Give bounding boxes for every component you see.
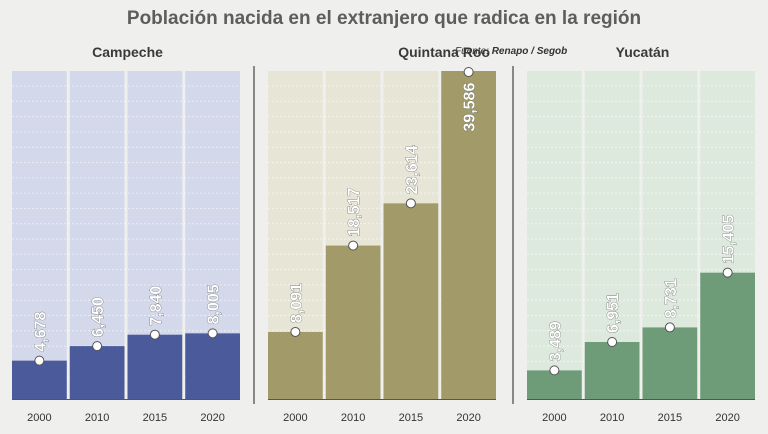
value-label-quintana-roo-2020: 39,586 [462, 83, 479, 132]
marker-yucatan-2020 [722, 267, 733, 278]
x-tick-label-campeche-2020: 2020 [200, 412, 224, 424]
panel-title-yucatan: Yucatán [615, 44, 670, 60]
source-value: Renapo / Segob [491, 46, 568, 57]
column-bg-campeche [12, 71, 67, 399]
x-tick-label-quintana-roo-2010: 2010 [341, 412, 365, 424]
bar-campeche-2020 [185, 333, 240, 399]
value-label-campeche-2015: 7,840 [148, 286, 165, 326]
x-tick-label-quintana-roo-2015: 2015 [399, 412, 423, 424]
marker-yucatan-2015 [664, 322, 675, 333]
x-tick-label-campeche-2010: 2010 [85, 412, 109, 424]
value-label-campeche-2010: 6,450 [90, 297, 107, 337]
marker-yucatan-2000 [549, 365, 560, 376]
bar-campeche-2015 [127, 334, 183, 399]
value-label-campeche-2000: 4,678 [32, 311, 49, 351]
marker-quintana-roo-2000 [290, 326, 301, 337]
bar-yucatan-2010 [584, 342, 640, 399]
x-tick-label-quintana-roo-2000: 2000 [283, 412, 307, 424]
source-note: Fuente: Renapo / Segob [455, 46, 567, 57]
marker-quintana-roo-2020 [463, 67, 474, 77]
marker-quintana-roo-2010 [348, 240, 359, 251]
value-label-yucatan-2020: 15,405 [721, 215, 738, 264]
marker-campeche-2020 [207, 328, 218, 339]
value-label-quintana-roo-2000: 8,091 [288, 283, 305, 323]
x-tick-label-yucatan-2015: 2015 [658, 412, 682, 424]
bar-quintana-roo-2000 [268, 331, 323, 399]
column-bg-yucatan [527, 71, 582, 399]
panel-title-campeche: Campeche [92, 44, 163, 60]
bar-quintana-roo-2020 [441, 71, 496, 399]
x-tick-label-yucatan-2010: 2010 [600, 412, 624, 424]
marker-quintana-roo-2015 [405, 198, 416, 209]
value-label-yucatan-2010: 6,951 [605, 293, 622, 333]
marker-yucatan-2010 [607, 337, 618, 348]
bar-quintana-roo-2010 [325, 245, 381, 399]
marker-campeche-2015 [149, 329, 160, 340]
source-label: Fuente: [455, 46, 489, 57]
x-tick-label-quintana-roo-2020: 2020 [456, 412, 480, 424]
bar-campeche-2000 [12, 360, 67, 399]
x-tick-label-yucatan-2020: 2020 [715, 412, 739, 424]
page-title: Población nacida en el extranjero que ra… [126, 8, 642, 29]
value-label-yucatan-2015: 8,731 [663, 278, 680, 318]
bar-yucatan-2020 [700, 272, 755, 399]
x-tick-label-campeche-2015: 2015 [143, 412, 167, 424]
bar-yucatan-2015 [642, 327, 698, 399]
marker-campeche-2000 [34, 355, 45, 366]
marker-campeche-2010 [92, 341, 103, 352]
value-label-yucatan-2000: 3,489 [547, 321, 564, 361]
value-label-quintana-roo-2010: 18,517 [346, 188, 363, 237]
bar-quintana-roo-2015 [383, 203, 439, 399]
x-tick-label-campeche-2000: 2000 [27, 412, 51, 424]
value-label-campeche-2020: 8,005 [206, 284, 223, 324]
value-label-quintana-roo-2015: 23,614 [404, 145, 421, 194]
panel-title-quintana-roo: Quintana Roo [398, 44, 490, 60]
x-tick-label-yucatan-2000: 2000 [542, 412, 566, 424]
bar-campeche-2010 [69, 346, 125, 399]
